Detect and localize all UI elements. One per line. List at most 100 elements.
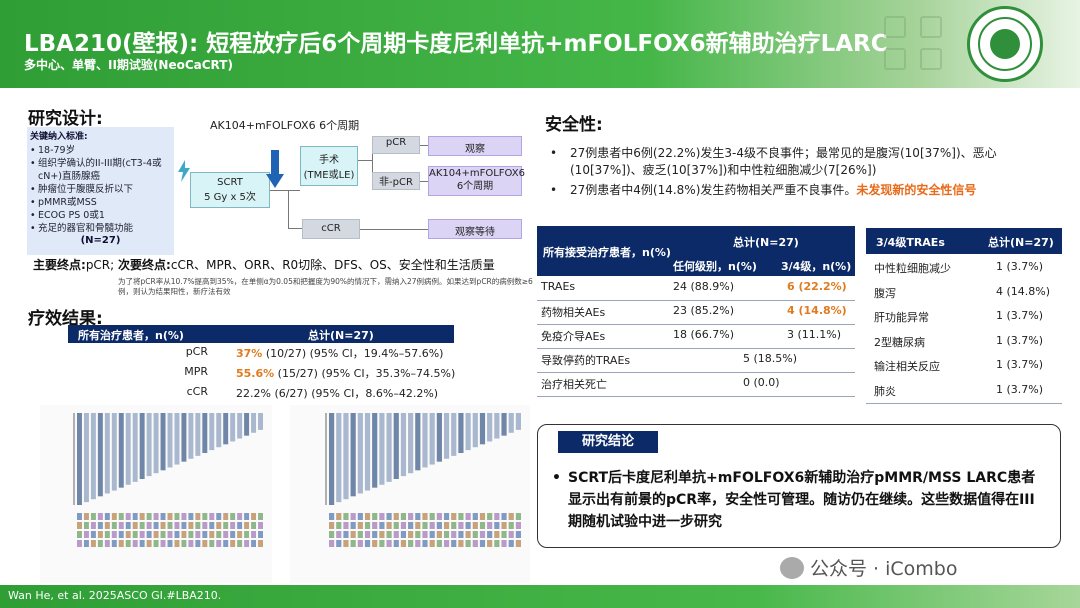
waterfall-annotation-cell [167,522,173,529]
row-divider [537,372,855,373]
waterfall-annotation-cell [364,522,371,529]
waterfall-bar [237,413,243,439]
citation: Wan He, et al. 2025ASCO GI.#LBA210. [8,589,222,602]
waterfall-annotation-cell [436,531,442,538]
waterfall-annotation-cell [429,540,435,547]
table-bottom-line [866,403,1062,404]
waterfall-annotation-cell [216,522,222,529]
watermark-text: 公众号 · iCombo [810,558,958,580]
g34-col1: 3/4级TRAEs [876,236,945,249]
waterfall-annotation-cell [436,513,442,520]
waterfall-annotation-cell [415,513,421,520]
waterfall-annotation-cell [451,540,457,547]
waterfall-annotation-cell [465,540,471,547]
waterfall-annotation-cell [125,522,131,529]
scrt-box: SCRT 5 Gy x 5次 [190,172,270,208]
waterfall-annotation-cell [83,540,89,547]
waterfall-annotation-cell [422,513,428,520]
g34-table-row: 中性粒细胞减少 1 (3.7%) [866,256,1062,280]
waterfall-annotation-cell [146,531,152,538]
waterfall-annotation-cell [408,522,414,529]
waterfall-bar [223,413,229,445]
waterfall-annotation-cell [436,522,442,529]
waterfall-annotation-cell [357,522,363,529]
efficacy-value: 37% (10/27) (95% CI，19.4%–57.6%) [236,347,444,360]
waterfall-bar [244,413,250,436]
waterfall-annotation-cell [216,540,222,547]
waterfall-annotation-cell [494,522,500,529]
waterfall-annotation-cell [494,513,500,520]
waterfall-bar [167,413,173,468]
waterfall-bar [386,413,392,482]
waterfall-annotation-cell [400,531,407,538]
ae-grade34: 6 (22.2%) [787,280,847,293]
waterfall-bar [408,413,414,474]
waterfall-annotation-cell [501,513,507,520]
conclusion-box: 研究结论 • SCRT后卡度尼利单抗+mFOLFOX6新辅助治疗pMMR/MSS … [537,424,1061,548]
waterfall-annotation-cell [251,540,257,547]
efficacy-row: pCR 37% (10/27) (95% CI，19.4%–57.6%) [68,345,454,364]
waterfall-annotation-cell [487,522,493,529]
waterfall-bar [125,413,131,485]
waterfall-bar [357,413,363,494]
row-divider [537,324,855,325]
ae-name: 免疫介导AEs [541,330,606,343]
efficacy-table-header: 所有治疗患者，n(%) 总计(N=27) [68,325,454,343]
waterfall-annotation-cell [251,522,257,529]
waterfall-annotation-cell [515,540,521,547]
g34-ae-name: 中性粒细胞减少 [874,262,951,275]
waterfall-annotation-cell [258,522,263,529]
efficacy-metric: pCR [185,345,208,358]
waterfall-bar [90,413,96,500]
page-subtitle: 多中心、单臂、II期试验(NeoCaCRT) [24,58,233,72]
waterfall-bar [258,413,263,430]
waterfall-annotation-cell [181,540,187,547]
ae-any-grade: 18 (66.7%) [673,328,735,341]
watermark: 公众号 · iCombo [780,554,957,581]
g34-table-row: 输注相关反应 1 (3.7%) [866,354,1062,378]
waterfall-annotation-cell [386,513,392,520]
waterfall-annotation-cell [83,531,89,538]
waterfall-annotation-cell [336,540,342,547]
waterfall-bar [209,413,215,451]
g34-ae-name: 肺炎 [874,384,896,398]
waterfall-bar [146,413,152,477]
waterfall-bar [487,413,493,442]
watch-wait-box: 观察等待 [428,219,522,239]
waterfall-annotation-cell [429,531,435,538]
waterfall-bar [111,413,117,491]
waterfall-annotation-cell [429,513,435,520]
g34-table-header: 3/4级TRAEs 总计(N=27) [866,228,1062,254]
inclusion-title: 关键纳入标准: [30,132,88,142]
safety-bullet-1-text: 27例患者中6例(22.2%)发生3-4级不良事件；最常见的是腹泻(10[37%… [570,146,997,177]
inclusion-item: 组织学确认的II-III期(cT3-4或cN+)直肠腺癌 [30,157,174,183]
waterfall-annotation-cell [104,513,110,520]
waterfall-annotation-cell [202,540,208,547]
waterfall-annotation-cell [443,513,450,520]
waterfall-annotation-cell [508,522,514,529]
waterfall-annotation-cell [422,531,428,538]
waterfall-annotation-cell [223,531,229,538]
waterfall-annotation-cell [77,522,82,529]
waterfall-annotation-cell [139,513,145,520]
waterfall-bar [216,413,222,448]
down-arrow-icon [266,150,284,190]
g34-table-row: 腹泻 4 (14.8%) [866,281,1062,305]
waterfall-bar [465,413,471,451]
waterfall-annotation-cell [195,540,201,547]
ae-col1: 所有接受治疗患者，n(%) [543,246,671,259]
waterfall-annotation-cell [415,522,421,529]
waterfall-annotation-cell [132,513,138,520]
waterfall-annotation-cell [153,513,159,520]
waterfall-annotation-cell [472,531,478,538]
waterfall-annotation-cell [393,540,399,547]
ae-table-row: 导致停药的TRAEs 5 (18.5%) [537,348,855,372]
waterfall-annotation-cell [429,522,435,529]
surgery-box: 手术 (TME或LE) [300,146,358,186]
observe-box: 观察 [428,136,522,156]
waterfall-bar [251,413,257,433]
g34-ae-name: 输注相关反应 [874,360,940,373]
waterfall-annotation-cell [209,540,215,547]
waterfall-annotation-cell [111,513,117,520]
waterfall-bar [118,413,124,488]
